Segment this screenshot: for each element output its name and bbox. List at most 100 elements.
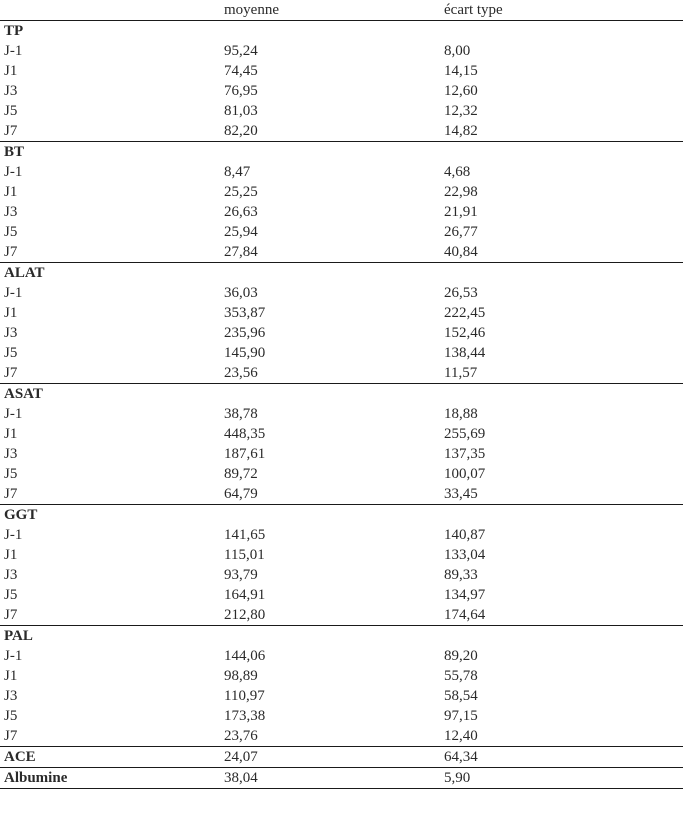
row-label: J1 bbox=[0, 424, 220, 444]
row-label: J7 bbox=[0, 605, 220, 626]
row-label: J5 bbox=[0, 706, 220, 726]
table-row: J723,5611,57 bbox=[0, 363, 683, 384]
header-blank bbox=[0, 0, 220, 21]
row-sd: 14,82 bbox=[440, 121, 683, 142]
table-row: J-195,248,00 bbox=[0, 41, 683, 61]
table-row: J376,9512,60 bbox=[0, 81, 683, 101]
row-label: J3 bbox=[0, 202, 220, 222]
footer-sd: 64,34 bbox=[440, 747, 683, 768]
table-row: J-18,474,68 bbox=[0, 162, 683, 182]
row-label: J-1 bbox=[0, 41, 220, 61]
footer-mean: 38,04 bbox=[220, 768, 440, 789]
row-mean: 76,95 bbox=[220, 81, 440, 101]
row-sd: 21,91 bbox=[440, 202, 683, 222]
table-row: J393,7989,33 bbox=[0, 565, 683, 585]
row-sd: 18,88 bbox=[440, 404, 683, 424]
table-row: J1353,87222,45 bbox=[0, 303, 683, 323]
row-sd: 152,46 bbox=[440, 323, 683, 343]
row-mean: 74,45 bbox=[220, 61, 440, 81]
section-title-row: GGT bbox=[0, 505, 683, 526]
table-row: J723,7612,40 bbox=[0, 726, 683, 747]
row-mean: 38,78 bbox=[220, 404, 440, 424]
row-label: J7 bbox=[0, 484, 220, 505]
cell-empty bbox=[220, 21, 440, 42]
row-label: J1 bbox=[0, 61, 220, 81]
cell-empty bbox=[440, 21, 683, 42]
row-mean: 235,96 bbox=[220, 323, 440, 343]
section-title: TP bbox=[0, 21, 220, 42]
table-row: J-136,0326,53 bbox=[0, 283, 683, 303]
row-label: J7 bbox=[0, 363, 220, 384]
row-mean: 173,38 bbox=[220, 706, 440, 726]
section-title: GGT bbox=[0, 505, 220, 526]
cell-empty bbox=[440, 263, 683, 284]
table-row: J-1141,65140,87 bbox=[0, 525, 683, 545]
row-mean: 141,65 bbox=[220, 525, 440, 545]
stats-table: moyenne écart type TPJ-195,248,00J174,45… bbox=[0, 0, 683, 789]
table-row: J3235,96152,46 bbox=[0, 323, 683, 343]
table-row: J581,0312,32 bbox=[0, 101, 683, 121]
row-sd: 140,87 bbox=[440, 525, 683, 545]
row-label: J-1 bbox=[0, 525, 220, 545]
row-label: J3 bbox=[0, 444, 220, 464]
table-row: J198,8955,78 bbox=[0, 666, 683, 686]
footer-label: ACE bbox=[0, 747, 220, 768]
section-title-row: TP bbox=[0, 21, 683, 42]
row-label: J5 bbox=[0, 585, 220, 605]
section-title-row: ALAT bbox=[0, 263, 683, 284]
footer-row: ACE24,0764,34 bbox=[0, 747, 683, 768]
table-row: J5173,3897,15 bbox=[0, 706, 683, 726]
section-title: PAL bbox=[0, 626, 220, 647]
section-title: ASAT bbox=[0, 384, 220, 405]
row-mean: 110,97 bbox=[220, 686, 440, 706]
row-sd: 138,44 bbox=[440, 343, 683, 363]
row-mean: 145,90 bbox=[220, 343, 440, 363]
row-label: J3 bbox=[0, 81, 220, 101]
row-sd: 58,54 bbox=[440, 686, 683, 706]
table-row: J525,9426,77 bbox=[0, 222, 683, 242]
row-sd: 8,00 bbox=[440, 41, 683, 61]
footer-mean: 24,07 bbox=[220, 747, 440, 768]
cell-empty bbox=[220, 505, 440, 526]
header-sd: écart type bbox=[440, 0, 683, 21]
cell-empty bbox=[220, 142, 440, 163]
row-mean: 115,01 bbox=[220, 545, 440, 565]
row-mean: 23,76 bbox=[220, 726, 440, 747]
row-sd: 55,78 bbox=[440, 666, 683, 686]
row-mean: 353,87 bbox=[220, 303, 440, 323]
row-label: J5 bbox=[0, 101, 220, 121]
row-sd: 26,53 bbox=[440, 283, 683, 303]
row-sd: 89,33 bbox=[440, 565, 683, 585]
row-sd: 100,07 bbox=[440, 464, 683, 484]
row-mean: 82,20 bbox=[220, 121, 440, 142]
cell-empty bbox=[440, 505, 683, 526]
cell-empty bbox=[220, 626, 440, 647]
row-sd: 14,15 bbox=[440, 61, 683, 81]
row-label: J-1 bbox=[0, 646, 220, 666]
table-row: J3187,61137,35 bbox=[0, 444, 683, 464]
table-row: J5164,91134,97 bbox=[0, 585, 683, 605]
row-sd: 4,68 bbox=[440, 162, 683, 182]
section-title-row: ASAT bbox=[0, 384, 683, 405]
row-sd: 222,45 bbox=[440, 303, 683, 323]
header-mean: moyenne bbox=[220, 0, 440, 21]
row-sd: 137,35 bbox=[440, 444, 683, 464]
table-row: J174,4514,15 bbox=[0, 61, 683, 81]
row-mean: 8,47 bbox=[220, 162, 440, 182]
row-mean: 164,91 bbox=[220, 585, 440, 605]
row-mean: 98,89 bbox=[220, 666, 440, 686]
section-title: BT bbox=[0, 142, 220, 163]
row-label: J7 bbox=[0, 242, 220, 263]
table-row: J1448,35255,69 bbox=[0, 424, 683, 444]
row-label: J3 bbox=[0, 565, 220, 585]
row-label: J-1 bbox=[0, 404, 220, 424]
row-mean: 23,56 bbox=[220, 363, 440, 384]
row-label: J-1 bbox=[0, 283, 220, 303]
cell-empty bbox=[440, 142, 683, 163]
footer-label: Albumine bbox=[0, 768, 220, 789]
row-sd: 26,77 bbox=[440, 222, 683, 242]
table-row: J-1144,0689,20 bbox=[0, 646, 683, 666]
row-sd: 40,84 bbox=[440, 242, 683, 263]
section-title-row: BT bbox=[0, 142, 683, 163]
row-sd: 12,60 bbox=[440, 81, 683, 101]
